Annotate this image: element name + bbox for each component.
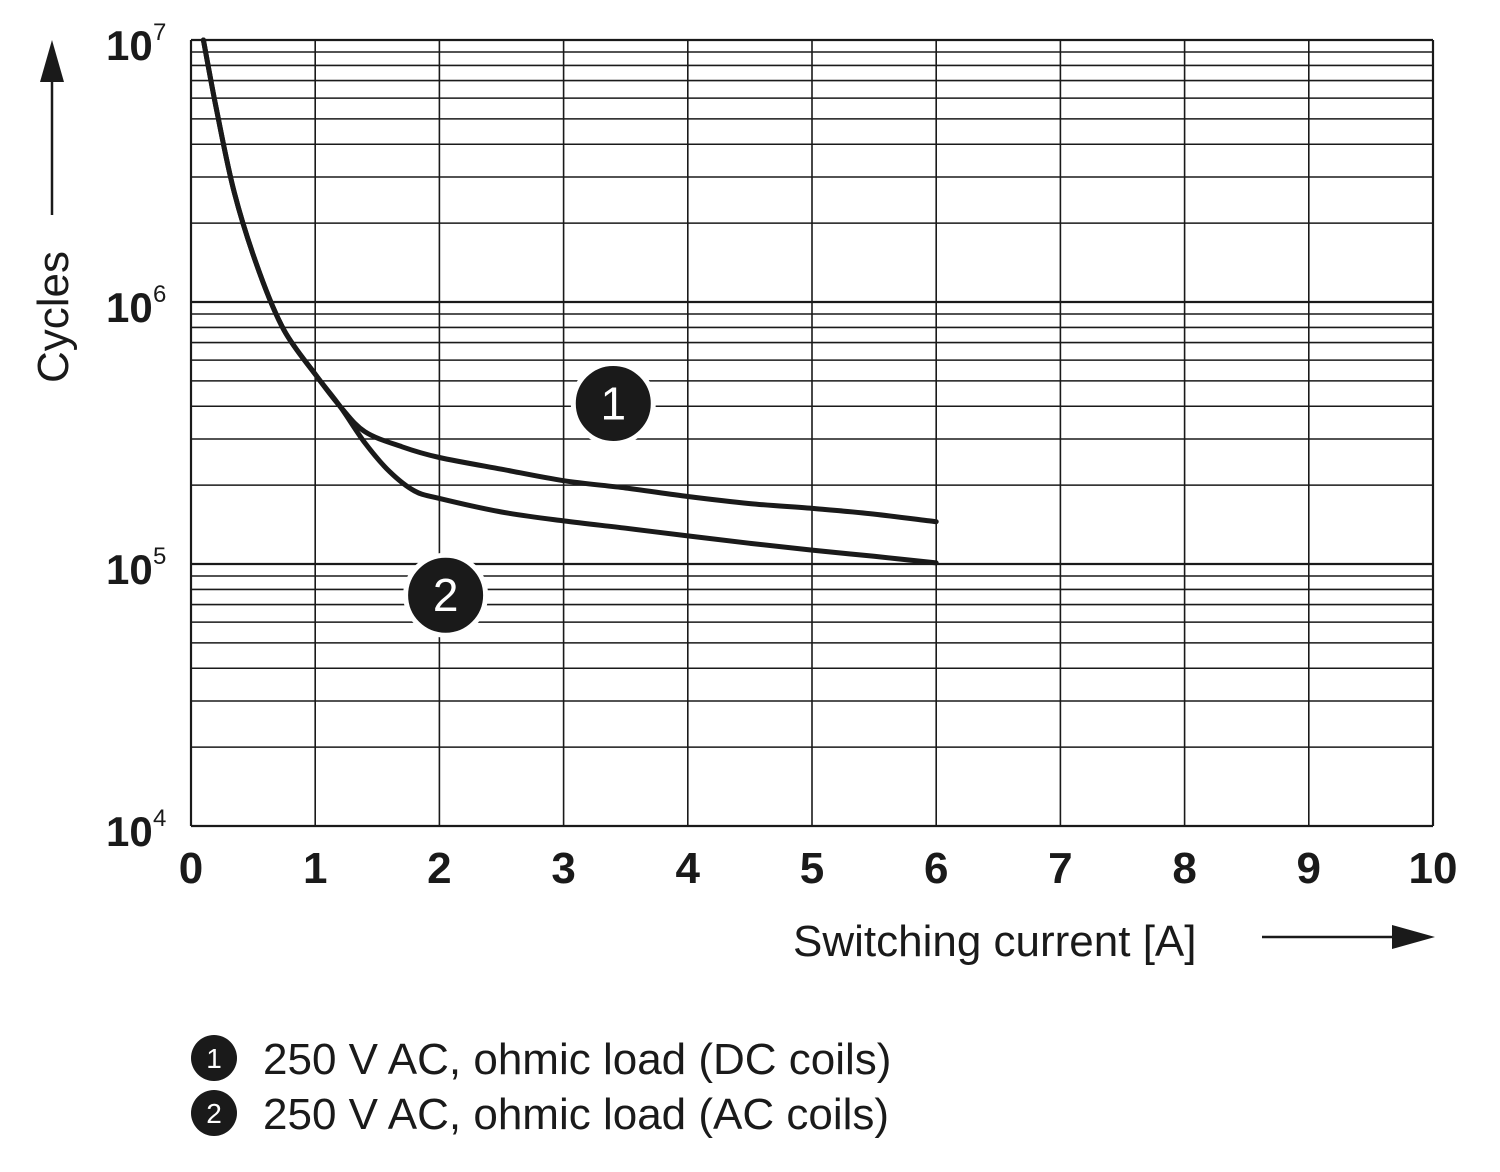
x-tick-label: 7 (1048, 844, 1072, 893)
x-tick-label: 9 (1297, 844, 1321, 893)
x-tick-label: 6 (924, 844, 948, 893)
series-marker-1 (570, 360, 656, 446)
x-tick-label: 10 (1409, 844, 1458, 893)
x-tick-labels: 0 1 2 3 4 5 6 7 8 9 10 (179, 844, 1458, 893)
x-axis-arrowhead (1392, 925, 1435, 949)
legend-label-2: 250 V AC, ohmic load (AC coils) (263, 1090, 889, 1139)
x-tick-label: 4 (676, 844, 701, 893)
series-markers: 12 (403, 360, 656, 638)
y-tick-label: 10 (106, 22, 153, 69)
legend: 1 250 V AC, ohmic load (DC coils) 2 250 … (191, 1035, 891, 1139)
series-layer (200, 37, 939, 566)
y-tick-exponent: 7 (153, 19, 166, 46)
y-axis-title: Cycles (29, 40, 78, 383)
y-tick-exponent: 5 (153, 543, 166, 570)
y-tick-exponent: 4 (153, 805, 166, 832)
legend-marker-2 (191, 1090, 237, 1136)
grid (189, 38, 1435, 828)
series-line-2 (200, 37, 939, 566)
series-marker-number-2: 2 (433, 569, 459, 621)
series-marker-number-1: 1 (600, 377, 626, 429)
legend-marker-number-1: 1 (206, 1043, 222, 1074)
legend-label-1: 250 V AC, ohmic load (DC coils) (263, 1035, 891, 1084)
x-axis-title: Switching current [A] (793, 917, 1435, 966)
x-tick-label: 0 (179, 844, 203, 893)
legend-marker-1 (191, 1035, 237, 1081)
legend-item-2: 2 250 V AC, ohmic load (AC coils) (191, 1090, 889, 1139)
y-tick-label: 10 (106, 808, 153, 855)
x-tick-label: 5 (800, 844, 824, 893)
x-tick-label: 3 (551, 844, 575, 893)
x-tick-label: 8 (1172, 844, 1196, 893)
y-axis-label: Cycles (29, 251, 78, 383)
legend-item-1: 1 250 V AC, ohmic load (DC coils) (191, 1035, 891, 1084)
series-line-1 (200, 37, 939, 525)
x-tick-label: 1 (303, 844, 327, 893)
y-tick-label: 10 (106, 284, 153, 331)
x-tick-label: 2 (427, 844, 451, 893)
y-tick-label: 10 (106, 546, 153, 593)
legend-marker-number-2: 2 (206, 1098, 222, 1129)
y-tick-exponent: 6 (153, 281, 166, 308)
x-axis-label: Switching current [A] (793, 917, 1197, 966)
series-marker-2 (403, 552, 489, 638)
y-axis-arrowhead (40, 40, 64, 82)
